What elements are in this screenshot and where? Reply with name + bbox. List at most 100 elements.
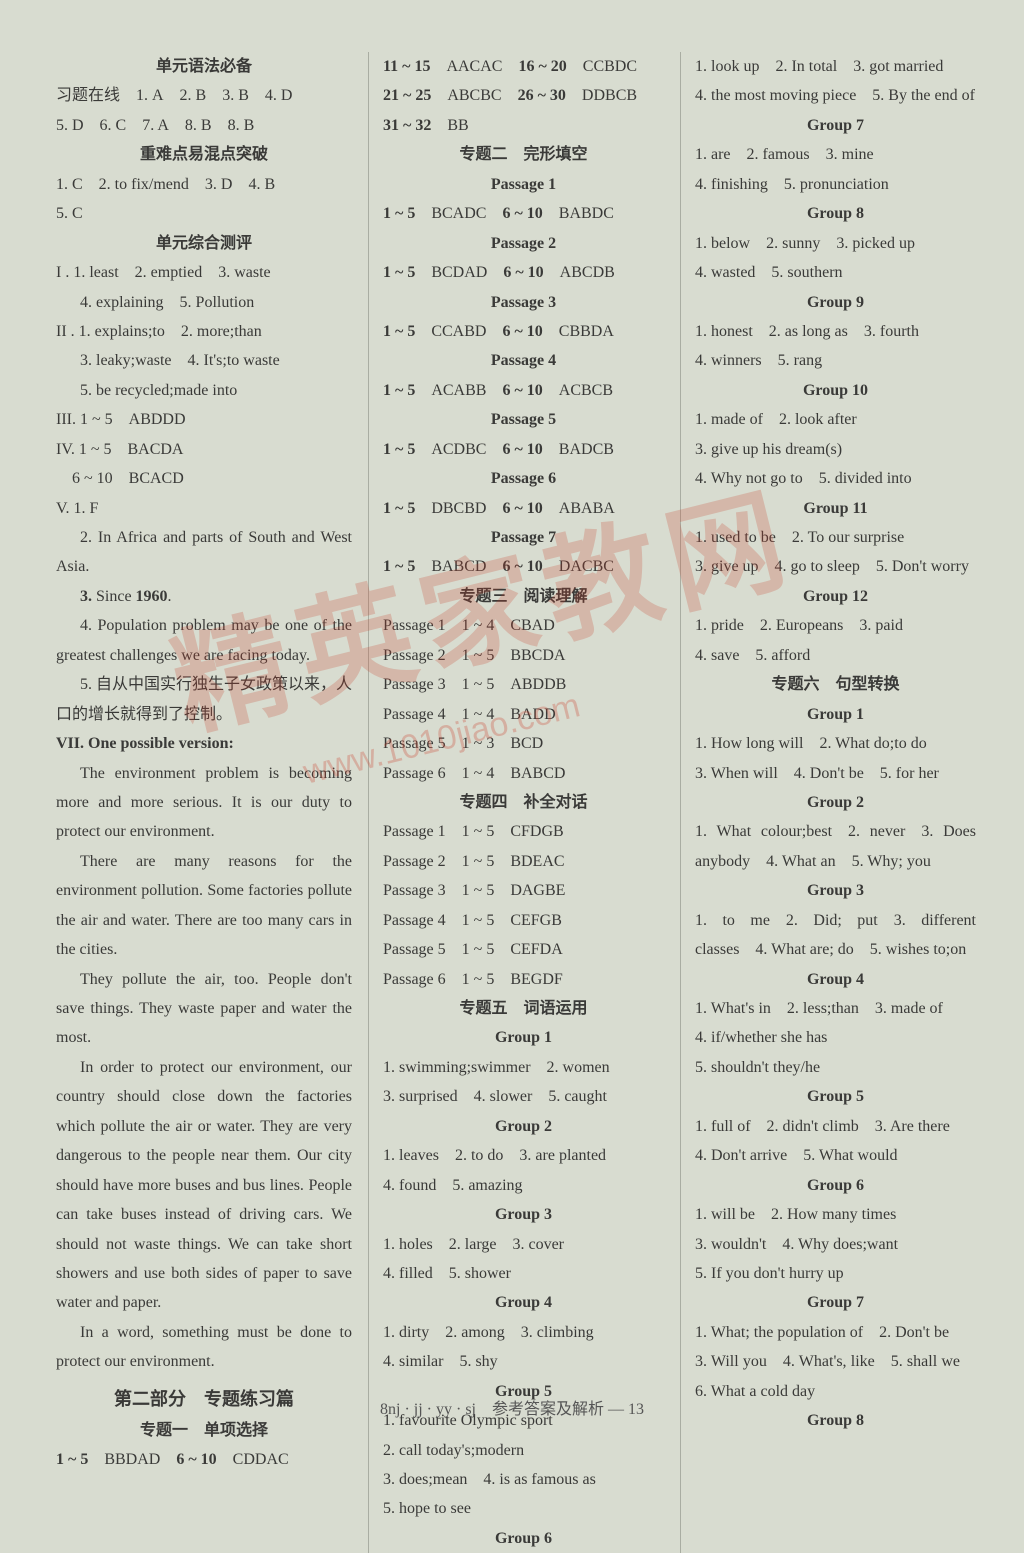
answer-line: 5. D 6. C 7. A 8. B 8. B xyxy=(56,111,352,140)
answer-line: 4. Population problem may be one of the … xyxy=(56,611,352,670)
answer-line: 3. does;mean 4. is as famous as xyxy=(383,1465,664,1494)
answer-line: 5. hope to see xyxy=(383,1494,664,1523)
group-heading: Group 7 xyxy=(695,1288,976,1317)
group-heading: Group 6 xyxy=(383,1524,664,1553)
answer-line: 3. wouldn't 4. Why does;want xyxy=(695,1230,976,1259)
passage-heading: Passage 5 xyxy=(383,405,664,434)
answer-line: 2. call today's;modern xyxy=(383,1436,664,1465)
answer-line: 4. save 5. afford xyxy=(695,641,976,670)
heading: 单元语法必备 xyxy=(56,52,352,81)
answer-line: Passage 3 1 ~ 5 ABDDB xyxy=(383,670,664,699)
answer-line: Passage 1 1 ~ 4 CBAD xyxy=(383,611,664,640)
heading: 专题三 阅读理解 xyxy=(383,582,664,611)
answer-line: 1. to me 2. Did; put 3. different classe… xyxy=(695,906,976,965)
answer-line: 1 ~ 5 ACDBC 6 ~ 10 BADCB xyxy=(383,435,664,464)
column-1: 单元语法必备 习题在线 1. A 2. B 3. B 4. D 5. D 6. … xyxy=(56,52,352,1553)
answer-line: 31 ~ 32 BB xyxy=(383,111,664,140)
page-footer: 8nj · jj · yy · sj 参考答案及解析 — 13 xyxy=(0,1395,1024,1419)
column-3: 1. look up 2. In total 3. got married 4.… xyxy=(680,52,976,1553)
paragraph: There are many reasons for the environme… xyxy=(56,847,352,965)
paragraph: They pollute the air, too. People don't … xyxy=(56,965,352,1053)
answer-line: Passage 2 1 ~ 5 BDEAC xyxy=(383,847,664,876)
group-heading: Group 12 xyxy=(695,582,976,611)
answer-line: 4. if/whether she has xyxy=(695,1023,976,1052)
answer-line: 5. C xyxy=(56,199,352,228)
answer-line: 3. give up his dream(s) xyxy=(695,435,976,464)
answer-line: 4. found 5. amazing xyxy=(383,1171,664,1200)
answer-line: 4. Why not go to 5. divided into xyxy=(695,464,976,493)
answer-line: 5. shouldn't they/he xyxy=(695,1053,976,1082)
answer-line: 5. If you don't hurry up xyxy=(695,1259,976,1288)
answer-line: 4. winners 5. rang xyxy=(695,346,976,375)
heading: 专题二 完形填空 xyxy=(383,140,664,169)
passage-heading: Passage 6 xyxy=(383,464,664,493)
passage-heading: Passage 4 xyxy=(383,346,664,375)
answer-line: 1. C 2. to fix/mend 3. D 4. B xyxy=(56,170,352,199)
answer-line: 3. surprised 4. slower 5. caught xyxy=(383,1082,664,1111)
answer-line: 1. made of 2. look after xyxy=(695,405,976,434)
answer-line: 1. look up 2. In total 3. got married xyxy=(695,52,976,81)
content-columns: 单元语法必备 习题在线 1. A 2. B 3. B 4. D 5. D 6. … xyxy=(56,52,984,1553)
answer-line: VII. One possible version: xyxy=(56,729,352,758)
group-heading: Group 4 xyxy=(383,1288,664,1317)
paragraph: In order to protect our environment, our… xyxy=(56,1053,352,1318)
group-heading: Group 9 xyxy=(695,288,976,317)
group-heading: Group 1 xyxy=(383,1023,664,1052)
answer-line: Passage 6 1 ~ 4 BABCD xyxy=(383,759,664,788)
answer-line: 1 ~ 5 BBDAD 6 ~ 10 CDDAC xyxy=(56,1445,352,1474)
answer-line: Passage 3 1 ~ 5 DAGBE xyxy=(383,876,664,905)
heading: 重难点易混点突破 xyxy=(56,140,352,169)
answer-line: 4. Don't arrive 5. What would xyxy=(695,1141,976,1170)
answer-line: 5. be recycled;made into xyxy=(56,376,352,405)
answer-line: 4. similar 5. shy xyxy=(383,1347,664,1376)
answer-line: Passage 4 1 ~ 4 BADD xyxy=(383,700,664,729)
answer-line: 4. explaining 5. Pollution xyxy=(56,288,352,317)
answer-line: III. 1 ~ 5 ABDDD xyxy=(56,405,352,434)
group-heading: Group 3 xyxy=(383,1200,664,1229)
heading: 专题五 词语运用 xyxy=(383,994,664,1023)
answer-line: 1. What; the population of 2. Don't be xyxy=(695,1318,976,1347)
group-heading: Group 4 xyxy=(695,965,976,994)
answer-line: II . 1. explains;to 2. more;than xyxy=(56,317,352,346)
answer-line: 1. How long will 2. What do;to do xyxy=(695,729,976,758)
answer-line: 1. leaves 2. to do 3. are planted xyxy=(383,1141,664,1170)
heading: 专题四 补全对话 xyxy=(383,788,664,817)
paragraph: In a word, something must be done to pro… xyxy=(56,1318,352,1377)
answer-line: 3. leaky;waste 4. It's;to waste xyxy=(56,346,352,375)
answer-line: I . 1. least 2. emptied 3. waste xyxy=(56,258,352,287)
answer-line: 1. below 2. sunny 3. picked up xyxy=(695,229,976,258)
answer-line: 1 ~ 5 CCABD 6 ~ 10 CBBDA xyxy=(383,317,664,346)
answer-line: 4. wasted 5. southern xyxy=(695,258,976,287)
answer-line: IV. 1 ~ 5 BACDA xyxy=(56,435,352,464)
group-heading: Group 11 xyxy=(695,494,976,523)
heading: 专题六 句型转换 xyxy=(695,670,976,699)
answer-line: Passage 6 1 ~ 5 BEGDF xyxy=(383,965,664,994)
answer-line: 3. give up 4. go to sleep 5. Don't worry xyxy=(695,552,976,581)
group-heading: Group 7 xyxy=(695,111,976,140)
answer-line: 4. filled 5. shower xyxy=(383,1259,664,1288)
answer-line: 1. dirty 2. among 3. climbing xyxy=(383,1318,664,1347)
answer-line: 4. finishing 5. pronunciation xyxy=(695,170,976,199)
group-heading: Group 10 xyxy=(695,376,976,405)
answer-line: 1. honest 2. as long as 3. fourth xyxy=(695,317,976,346)
paragraph: The environment problem is becoming more… xyxy=(56,759,352,847)
passage-heading: Passage 2 xyxy=(383,229,664,258)
answer-line: 1. holes 2. large 3. cover xyxy=(383,1230,664,1259)
answer-line: 2. In Africa and parts of South and West… xyxy=(56,523,352,582)
group-heading: Group 6 xyxy=(695,1171,976,1200)
answer-line: 1 ~ 5 BCDAD 6 ~ 10 ABCDB xyxy=(383,258,664,287)
answer-line: 1. full of 2. didn't climb 3. Are there xyxy=(695,1112,976,1141)
answer-line: 5. 自从中国实行独生子女政策以来，人口的增长就得到了控制。 xyxy=(56,670,352,729)
answer-line: 习题在线 1. A 2. B 3. B 4. D xyxy=(56,81,352,110)
answer-line: 1. pride 2. Europeans 3. paid xyxy=(695,611,976,640)
group-heading: Group 2 xyxy=(383,1112,664,1141)
answer-line: Passage 5 1 ~ 3 BCD xyxy=(383,729,664,758)
answer-line: 4. the most moving piece 5. By the end o… xyxy=(695,81,976,110)
answer-line: 1 ~ 5 ACABB 6 ~ 10 ACBCB xyxy=(383,376,664,405)
answer-line: 1 ~ 5 DBCBD 6 ~ 10 ABABA xyxy=(383,494,664,523)
group-heading: Group 8 xyxy=(695,199,976,228)
answer-line: 1. swimming;swimmer 2. women xyxy=(383,1053,664,1082)
answer-line: 1. used to be 2. To our surprise xyxy=(695,523,976,552)
answer-line: 1 ~ 5 BCADC 6 ~ 10 BABDC xyxy=(383,199,664,228)
answer-line: Passage 2 1 ~ 5 BBCDA xyxy=(383,641,664,670)
